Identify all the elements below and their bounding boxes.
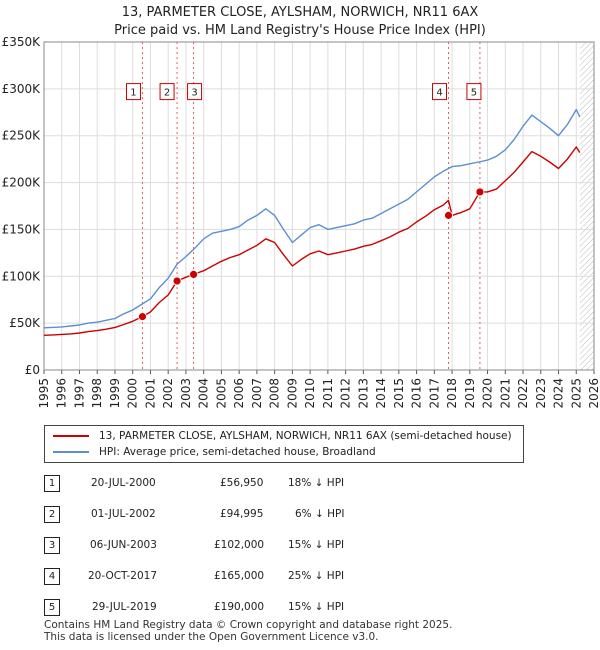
sale-label-number: 4 — [436, 88, 442, 99]
y-tick-label: £0 — [25, 363, 40, 377]
table-row: 2 01-JUL-2002 £94,995 6% ↓ HPI — [44, 506, 524, 524]
x-tick-label: 2014 — [374, 378, 388, 409]
x-tick-label: 2003 — [179, 378, 193, 409]
sale-label-box — [159, 83, 175, 101]
x-tick-label: 2022 — [516, 378, 530, 409]
x-tick-label: 2026 — [587, 378, 600, 409]
sale-number-badge: 1 — [44, 475, 60, 492]
sale-hpi-diff: 15% ↓ HPI — [288, 601, 345, 613]
x-tick-label: 2008 — [268, 378, 282, 409]
chart-subtitle: Price paid vs. HM Land Registry's House … — [114, 23, 486, 38]
y-tick-label: £200K — [2, 176, 42, 190]
sale-label-number: 3 — [191, 88, 197, 99]
x-tick-label: 2012 — [339, 378, 353, 409]
sale-label-number: 1 — [130, 88, 136, 99]
y-tick-label: £300K — [2, 82, 42, 96]
table-row: 4 20-OCT-2017 £165,000 25% ↓ HPI — [44, 568, 524, 586]
x-tick-label: 2000 — [126, 378, 140, 409]
sale-number-badge: 5 — [44, 599, 60, 616]
sale-hpi-diff: 18% ↓ HPI — [288, 477, 345, 489]
sale-label-number: 2 — [164, 88, 170, 99]
x-tick-label: 1995 — [37, 378, 51, 409]
y-tick-label: £350K — [2, 35, 42, 49]
property-price-line — [43, 146, 581, 336]
sale-price: £94,995 — [220, 508, 264, 520]
x-tick-label: 2025 — [569, 378, 583, 409]
x-tick-label: 2024 — [552, 378, 566, 409]
sale-price: £102,000 — [214, 539, 265, 551]
sale-point — [475, 187, 485, 197]
y-tick-label: £250K — [2, 129, 42, 143]
x-tick-label: 2019 — [463, 378, 477, 409]
table-row: 1 20-JUL-2000 £56,950 18% ↓ HPI — [44, 475, 524, 493]
legend-swatch-property — [53, 435, 89, 437]
sale-point — [189, 270, 198, 279]
sale-label-box — [466, 83, 482, 101]
sale-price: £165,000 — [214, 570, 265, 582]
future-hatch-region — [579, 42, 594, 370]
price-chart: £0 £50K £100K £150K £200K £250K £300K £350K 1995… — [2, 35, 600, 409]
x-tick-label: 2015 — [392, 378, 406, 409]
x-tick-label: 2006 — [232, 378, 246, 409]
x-tick-label: 2013 — [356, 378, 370, 409]
x-tick-label: 2005 — [214, 378, 228, 409]
sale-hpi-diff: 6% ↓ HPI — [295, 508, 345, 520]
sale-hpi-diff: 15% ↓ HPI — [288, 539, 345, 551]
plot-border — [43, 41, 595, 371]
legend-label-property: 13, PARMETER CLOSE, AYLSHAM, NORWICH, NR… — [99, 430, 512, 442]
sale-date: 29-JUL-2019 — [92, 601, 157, 613]
x-tick-label: 2001 — [143, 378, 157, 409]
legend-item-property: 13, PARMETER CLOSE, AYLSHAM, NORWICH, NR… — [53, 428, 512, 444]
sale-label-box — [125, 83, 141, 101]
x-tick-label: 2011 — [321, 378, 335, 409]
x-tick-label: 2021 — [498, 378, 512, 409]
sale-number-badge: 2 — [44, 506, 60, 523]
sale-date: 01-JUL-2002 — [91, 508, 156, 520]
sale-price: £190,000 — [214, 601, 265, 613]
sale-date: 20-OCT-2017 — [88, 570, 157, 582]
sale-date: 20-JUL-2000 — [91, 477, 156, 489]
sale-label-box — [187, 83, 203, 101]
sale-number-badge: 3 — [44, 537, 60, 554]
x-tick-label: 2016 — [410, 378, 424, 409]
x-tick-label: 2018 — [445, 378, 459, 409]
legend-item-hpi: HPI: Average price, semi-detached house,… — [53, 444, 376, 460]
x-tick-label: 1998 — [90, 378, 104, 409]
table-row: 3 06-JUN-2003 £102,000 15% ↓ HPI — [44, 537, 524, 555]
sale-point — [138, 312, 147, 322]
table-row: 5 29-JUL-2019 £190,000 15% ↓ HPI — [44, 599, 524, 617]
legend-label-hpi: HPI: Average price, semi-detached house,… — [99, 446, 376, 458]
sale-point — [444, 210, 453, 220]
y-tick-label: £50K — [9, 316, 41, 330]
hpi-line — [43, 108, 581, 329]
x-tick-label: 2017 — [427, 378, 441, 409]
x-tick-label: 1999 — [108, 378, 122, 409]
sale-label-box — [432, 83, 448, 101]
chart-title: 13, PARMETER CLOSE, AYLSHAM, NORWICH, NR… — [121, 5, 479, 20]
footer-copyright: Contains HM Land Registry data © Crown c… — [44, 619, 453, 631]
x-tick-label: 2010 — [303, 378, 317, 409]
sale-price: £56,950 — [220, 477, 264, 489]
footer-license: This data is licensed under the Open Gov… — [44, 631, 379, 643]
x-tick-label: 2009 — [285, 378, 299, 409]
y-tick-label: £150K — [2, 222, 42, 236]
x-tick-label: 2002 — [161, 378, 175, 409]
x-tick-label: 2007 — [250, 378, 264, 409]
sale-point — [172, 276, 182, 286]
sale-number-badge: 4 — [44, 568, 60, 585]
x-tick-label: 2004 — [197, 378, 211, 409]
x-tick-label: 1996 — [55, 378, 69, 409]
sale-date: 06-JUN-2003 — [90, 539, 157, 551]
sale-hpi-diff: 25% ↓ HPI — [288, 570, 345, 582]
x-tick-label: 2023 — [534, 378, 548, 409]
y-tick-label: £100K — [2, 269, 42, 283]
chart-legend: 13, PARMETER CLOSE, AYLSHAM, NORWICH, NR… — [44, 425, 524, 463]
sale-label-number: 5 — [471, 88, 477, 99]
x-tick-label: 2020 — [481, 378, 495, 409]
x-tick-label: 1997 — [72, 378, 86, 409]
legend-swatch-hpi — [53, 451, 89, 453]
